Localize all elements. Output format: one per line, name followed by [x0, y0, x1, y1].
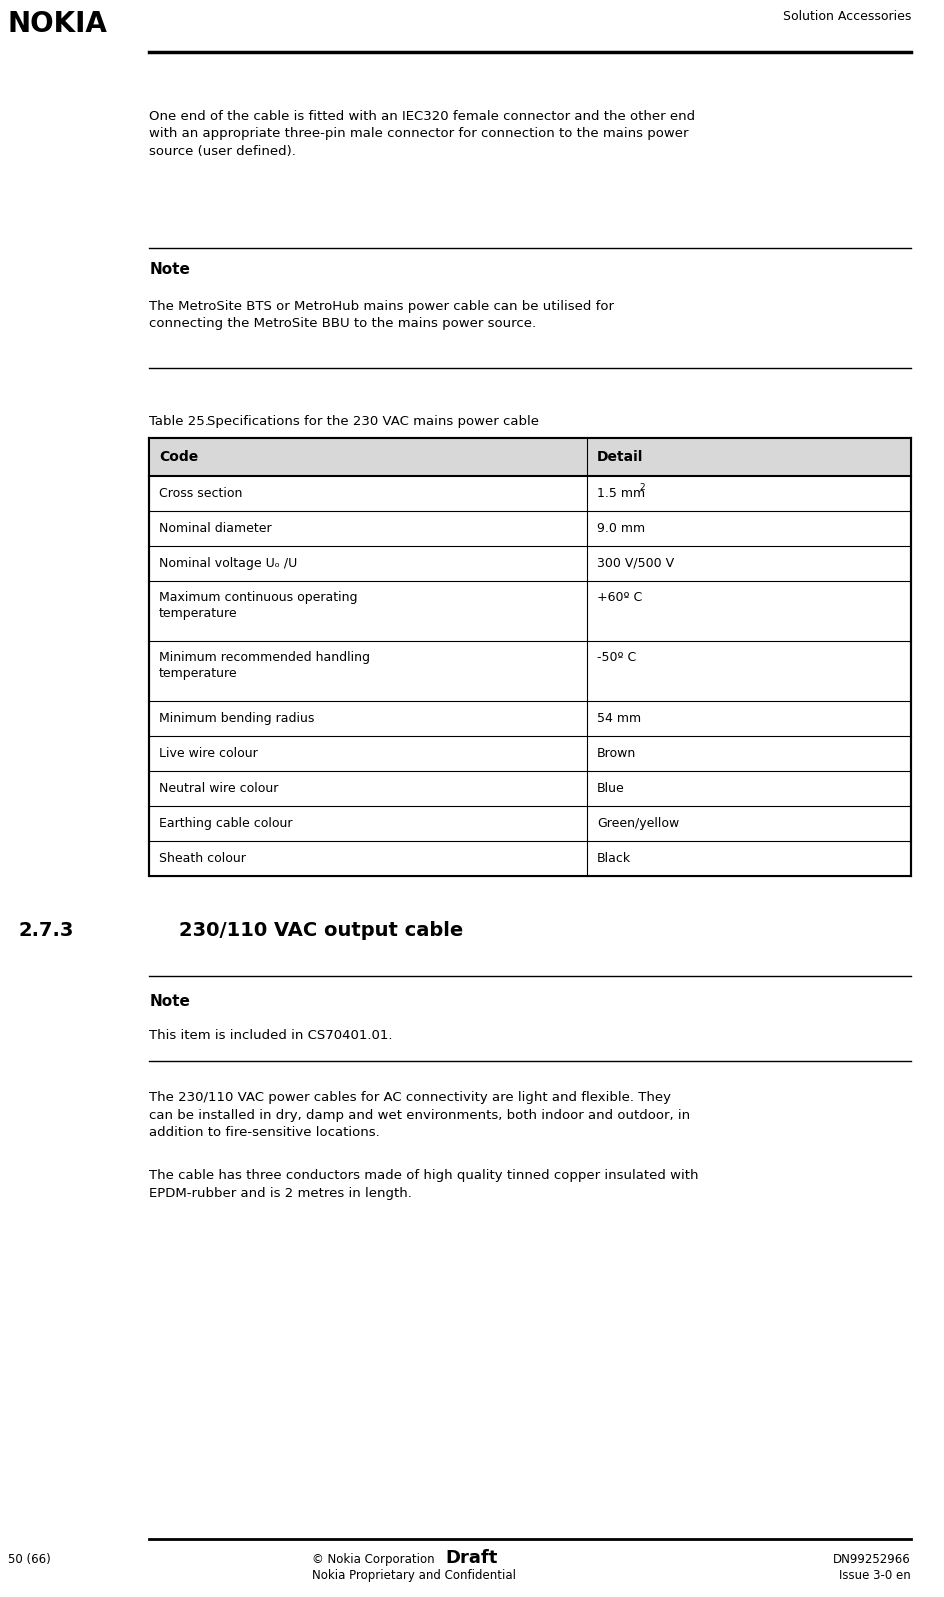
Text: One end of the cable is fitted with an IEC320 female connector and the other end: One end of the cable is fitted with an I…: [149, 110, 696, 158]
Text: Cross section: Cross section: [160, 487, 243, 500]
Text: Live wire colour: Live wire colour: [160, 747, 258, 760]
Text: This item is included in CS70401.01.: This item is included in CS70401.01.: [149, 1028, 393, 1041]
Text: Minimum recommended handling: Minimum recommended handling: [160, 652, 370, 664]
Text: 230/110 VAC output cable: 230/110 VAC output cable: [179, 921, 464, 941]
Text: 2: 2: [639, 482, 645, 492]
Text: Blue: Blue: [598, 783, 625, 795]
Text: Issue 3-0 en: Issue 3-0 en: [839, 1568, 911, 1583]
Text: 1.5 mm: 1.5 mm: [598, 487, 646, 500]
Text: © Nokia Corporation: © Nokia Corporation: [312, 1552, 434, 1567]
Bar: [149, 438, 911, 476]
Text: The MetroSite BTS or MetroHub mains power cable can be utilised for
connecting t: The MetroSite BTS or MetroHub mains powe…: [149, 300, 615, 331]
Text: Table 25.: Table 25.: [149, 415, 209, 428]
Text: 300 V/500 V: 300 V/500 V: [598, 557, 674, 570]
Text: 9.0 mm: 9.0 mm: [598, 522, 646, 535]
Text: Black: Black: [598, 853, 632, 866]
Text: Solution Accessories: Solution Accessories: [783, 10, 911, 22]
Text: Brown: Brown: [598, 747, 636, 760]
Text: temperature: temperature: [160, 607, 238, 620]
Text: Minimum bending radius: Minimum bending radius: [160, 712, 314, 725]
Text: Specifications for the 230 VAC mains power cable: Specifications for the 230 VAC mains pow…: [207, 415, 539, 428]
Text: The 230/110 VAC power cables for AC connectivity are light and flexible. They
ca: The 230/110 VAC power cables for AC conn…: [149, 1091, 690, 1139]
Text: Maximum continuous operating: Maximum continuous operating: [160, 591, 358, 604]
Text: Detail: Detail: [598, 450, 644, 465]
Text: 54 mm: 54 mm: [598, 712, 641, 725]
Text: Note: Note: [149, 262, 190, 276]
Text: Nokia Proprietary and Confidential: Nokia Proprietary and Confidential: [312, 1568, 515, 1583]
Text: NOKIA: NOKIA: [8, 10, 108, 38]
Bar: [149, 438, 911, 877]
Text: Draft: Draft: [446, 1549, 498, 1567]
Text: 50 (66): 50 (66): [8, 1552, 51, 1567]
Text: Nominal voltage Uₒ /U: Nominal voltage Uₒ /U: [160, 557, 297, 570]
Text: 2.7.3: 2.7.3: [18, 921, 74, 941]
Text: Code: Code: [160, 450, 198, 465]
Text: Neutral wire colour: Neutral wire colour: [160, 783, 278, 795]
Text: Nominal diameter: Nominal diameter: [160, 522, 272, 535]
Text: -50º C: -50º C: [598, 652, 636, 664]
Text: Note: Note: [149, 993, 190, 1009]
Text: The cable has three conductors made of high quality tinned copper insulated with: The cable has three conductors made of h…: [149, 1169, 699, 1199]
Text: Sheath colour: Sheath colour: [160, 853, 246, 866]
Text: DN99252966: DN99252966: [834, 1552, 911, 1567]
Text: +60º C: +60º C: [598, 591, 643, 604]
Text: Green/yellow: Green/yellow: [598, 818, 680, 830]
Text: temperature: temperature: [160, 668, 238, 680]
Text: Earthing cable colour: Earthing cable colour: [160, 818, 293, 830]
